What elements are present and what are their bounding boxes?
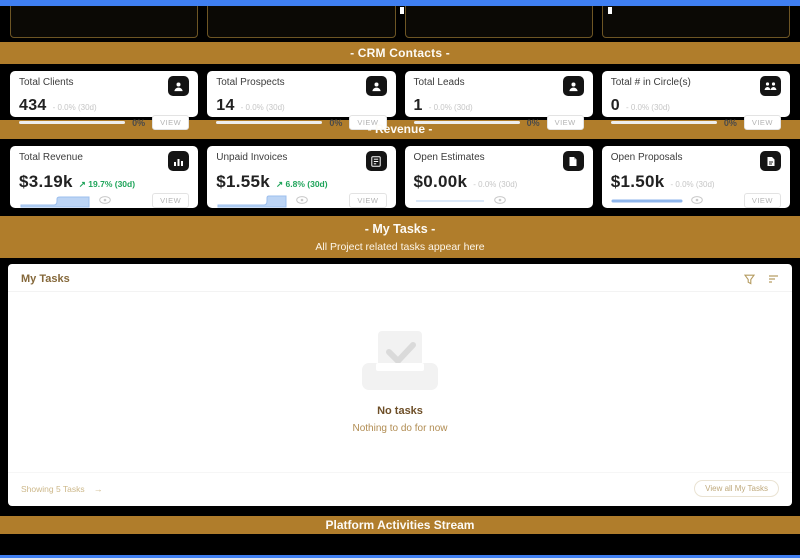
cutoff-card [404, 6, 593, 38]
card-delta: ↗ 19.7% (30d) [78, 179, 136, 189]
progress-percent: 0% [723, 117, 737, 128]
view-button[interactable]: VIEW [743, 192, 781, 208]
cutoff-card [207, 6, 396, 38]
progress-bar [216, 121, 323, 124]
card-value: $1.50k [610, 172, 665, 191]
card-title: Total # in Circle(s) [610, 77, 691, 88]
empty-state-title: No tasks [377, 404, 423, 417]
filter-icon[interactable] [744, 274, 755, 285]
scroll-artifact [608, 7, 612, 14]
stat-card-open-estimates: Open Estimates $0.00k - 0.0% (30d) [404, 146, 593, 208]
section-band-revenue: - Revenue - [0, 120, 800, 139]
invoice-icon [365, 151, 387, 171]
view-button[interactable]: VIEW [743, 115, 781, 130]
bar-chart-icon [168, 151, 190, 171]
crm-cards-row: Total Clients 434 - 0.0% (30d) 0% VIEW T… [0, 71, 800, 130]
tasks-band-subtitle: All Project related tasks appear here [315, 241, 485, 253]
inbox-check-icon [362, 330, 438, 390]
card-title: Total Leads [413, 77, 465, 88]
card-title: Open Estimates [413, 152, 485, 163]
stat-card-total-revenue: Total Revenue $3.19k ↗ 19.7% (30d) VIEW [10, 146, 199, 208]
card-value: $0.00k [413, 172, 468, 191]
estimate-icon [562, 151, 584, 171]
card-value: 14 [216, 97, 235, 114]
stat-card-open-proposals: Open Proposals $1.50k - 0.0% (30d) VIEW [601, 146, 790, 208]
card-title: Total Clients [19, 77, 74, 88]
card-value: $1.55k [216, 172, 271, 191]
view-button[interactable]: VIEW [152, 115, 190, 130]
progress-bar [19, 121, 126, 124]
person-icon [562, 76, 584, 96]
scroll-artifact [400, 7, 404, 14]
stat-card-total-leads: Total Leads 1 - 0.0% (30d) 0% VIEW [404, 71, 593, 130]
cutoff-card [10, 6, 199, 38]
card-delta: - 0.0% (30d) [428, 103, 473, 112]
proposal-icon [760, 151, 781, 171]
sparkline [611, 199, 683, 203]
sort-icon[interactable] [768, 274, 779, 284]
card-value: $3.19k [19, 172, 73, 191]
card-title: Total Revenue [19, 152, 83, 163]
stat-card-total-clients: Total Clients 434 - 0.0% (30d) 0% VIEW [10, 71, 199, 130]
section-band-my-tasks: - My Tasks - All Project related tasks a… [0, 216, 800, 258]
card-value: 434 [19, 97, 47, 114]
view-all-tasks-button[interactable]: View all My Tasks [694, 480, 779, 497]
card-value: 1 [413, 97, 423, 114]
people-group-icon [760, 76, 781, 96]
sparkline [20, 196, 90, 208]
view-button[interactable]: VIEW [152, 192, 190, 208]
tasks-band-title: - My Tasks - [364, 222, 436, 236]
section-band-activities: Platform Activities Stream [0, 516, 800, 534]
section-band-crm-contacts: - CRM Contacts - [0, 42, 800, 64]
sparkline [415, 200, 484, 202]
my-tasks-panel: My Tasks No tasks Nothing to do for now [8, 264, 792, 506]
eye-icon[interactable] [296, 196, 309, 204]
stat-card-unpaid-invoices: Unpaid Invoices $1.55k ↗ 6.8% (30d) VIEW [207, 146, 396, 208]
person-icon [365, 76, 387, 96]
stat-card-total-prospects: Total Prospects 14 - 0.0% (30d) 0% VIEW [207, 71, 396, 130]
progress-bar [413, 121, 520, 124]
view-button[interactable]: VIEW [349, 192, 387, 208]
cutoff-card [601, 6, 790, 38]
card-value: 0 [610, 97, 620, 114]
window-bottom-border [0, 555, 800, 558]
person-icon [168, 76, 190, 96]
card-title: Open Proposals [610, 152, 683, 163]
card-delta: - 0.0% (30d) [625, 103, 670, 112]
progress-bar [610, 121, 717, 124]
card-title: Total Prospects [216, 77, 285, 88]
window-top-border [0, 0, 800, 6]
card-delta: - 0.0% (30d) [670, 180, 715, 189]
card-delta: - 0.0% (30d) [52, 103, 97, 112]
view-button[interactable]: VIEW [546, 115, 584, 130]
eye-icon[interactable] [690, 196, 703, 204]
card-delta: ↗ 6.8% (30d) [276, 179, 328, 189]
cutoff-cards-strip [0, 6, 800, 42]
card-delta: - 0.0% (30d) [240, 103, 285, 112]
revenue-cards-row: Total Revenue $3.19k ↗ 19.7% (30d) VIEW [0, 146, 800, 208]
progress-percent: 0% [132, 117, 146, 128]
progress-percent: 0% [526, 117, 540, 128]
card-title: Unpaid Invoices [216, 152, 288, 163]
showing-tasks-label: Showing 5 Tasks [21, 483, 85, 494]
eye-icon[interactable] [99, 196, 111, 204]
eye-icon[interactable] [493, 196, 506, 204]
window-bottom-edge [0, 558, 800, 560]
sparkline [217, 195, 287, 208]
progress-percent: 0% [329, 117, 343, 128]
arrow-right-icon[interactable]: → [93, 483, 103, 494]
stat-card-total-in-circles: Total # in Circle(s) 0 - 0.0% (30d) 0% V… [601, 71, 790, 130]
empty-state-subtitle: Nothing to do for now [352, 422, 448, 434]
panel-title: My Tasks [21, 273, 70, 285]
card-delta: - 0.0% (30d) [473, 180, 518, 189]
